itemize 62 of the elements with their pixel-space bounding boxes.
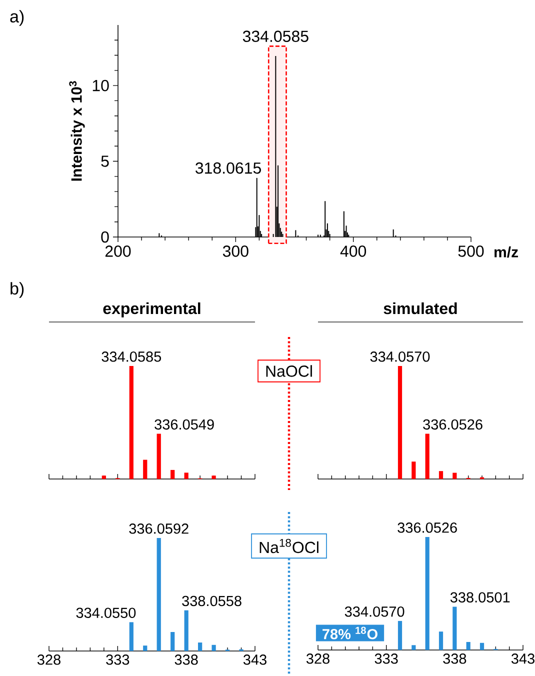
x-tick-label: 343 bbox=[243, 654, 266, 665]
bar bbox=[143, 646, 148, 651]
annotation: Na$^{18}$OCl bbox=[260, 538, 318, 554]
y-tick-label: 10 bbox=[92, 80, 109, 92]
annotation: 334.0550 bbox=[76, 608, 136, 618]
bar bbox=[425, 434, 430, 479]
x-tick-label: 500 bbox=[458, 246, 484, 257]
bar bbox=[398, 366, 402, 479]
bar bbox=[398, 620, 402, 650]
annotation: 334.0570 bbox=[344, 606, 404, 617]
chart-subtitle: simulated bbox=[384, 302, 457, 314]
annotation: 338.0558 bbox=[182, 596, 242, 606]
x-tick-label: 300 bbox=[222, 246, 248, 257]
y-tick-label: 5 bbox=[101, 156, 109, 167]
x-tick-label: 338 bbox=[443, 654, 466, 664]
chart-subtitle: experimental bbox=[103, 302, 200, 318]
y-tick-label: 0 bbox=[101, 231, 109, 243]
bar bbox=[212, 644, 216, 651]
x-tick-label: 343 bbox=[511, 654, 534, 664]
annotation: 336.0549 bbox=[154, 419, 214, 430]
bar bbox=[412, 462, 416, 479]
text: NaOCl bbox=[266, 365, 312, 377]
bar bbox=[156, 434, 161, 479]
x-tick-label: 338 bbox=[174, 654, 198, 665]
bar bbox=[425, 536, 430, 650]
bar bbox=[438, 471, 444, 479]
annotation: 334.0585 bbox=[242, 30, 308, 42]
x-tick-label: 200 bbox=[105, 246, 131, 257]
bar bbox=[129, 366, 134, 479]
bar bbox=[452, 472, 457, 479]
bar bbox=[143, 460, 148, 479]
x-tick-label: 328 bbox=[306, 654, 330, 664]
bar bbox=[480, 642, 484, 650]
annotation: 78% $^{18}$O bbox=[322, 626, 378, 640]
x-tick-label: 333 bbox=[374, 654, 398, 664]
bar bbox=[438, 632, 444, 650]
annotation: 338.0501 bbox=[450, 592, 510, 603]
annotation: 336.0526 bbox=[423, 419, 482, 430]
x-tick-label: 328 bbox=[37, 654, 60, 665]
annotation: 336.0592 bbox=[129, 524, 188, 534]
bar bbox=[170, 470, 175, 479]
x-tick-label: 333 bbox=[106, 654, 130, 665]
annotation: 336.0526 bbox=[398, 522, 457, 533]
bar bbox=[198, 642, 202, 651]
chart-title: a) bbox=[10, 10, 24, 26]
x-tick-label: 400 bbox=[340, 246, 366, 257]
annotation: 334.0585 bbox=[102, 352, 162, 362]
bar bbox=[452, 606, 457, 650]
bar bbox=[184, 610, 188, 651]
bar bbox=[466, 642, 470, 650]
annotation: 334.0570 bbox=[370, 352, 430, 362]
bar bbox=[212, 476, 216, 479]
bar bbox=[170, 632, 175, 651]
x-axis-title: m/z bbox=[494, 246, 518, 258]
bar bbox=[102, 476, 106, 479]
bar bbox=[129, 622, 134, 651]
chart-title: b) bbox=[10, 282, 24, 298]
bar bbox=[184, 472, 188, 479]
bar bbox=[412, 645, 416, 650]
bar bbox=[156, 538, 161, 651]
annotation: 318.0615 bbox=[196, 162, 261, 174]
y-axis-title: Intensity x 10$^{3}$ bbox=[69, 81, 85, 181]
